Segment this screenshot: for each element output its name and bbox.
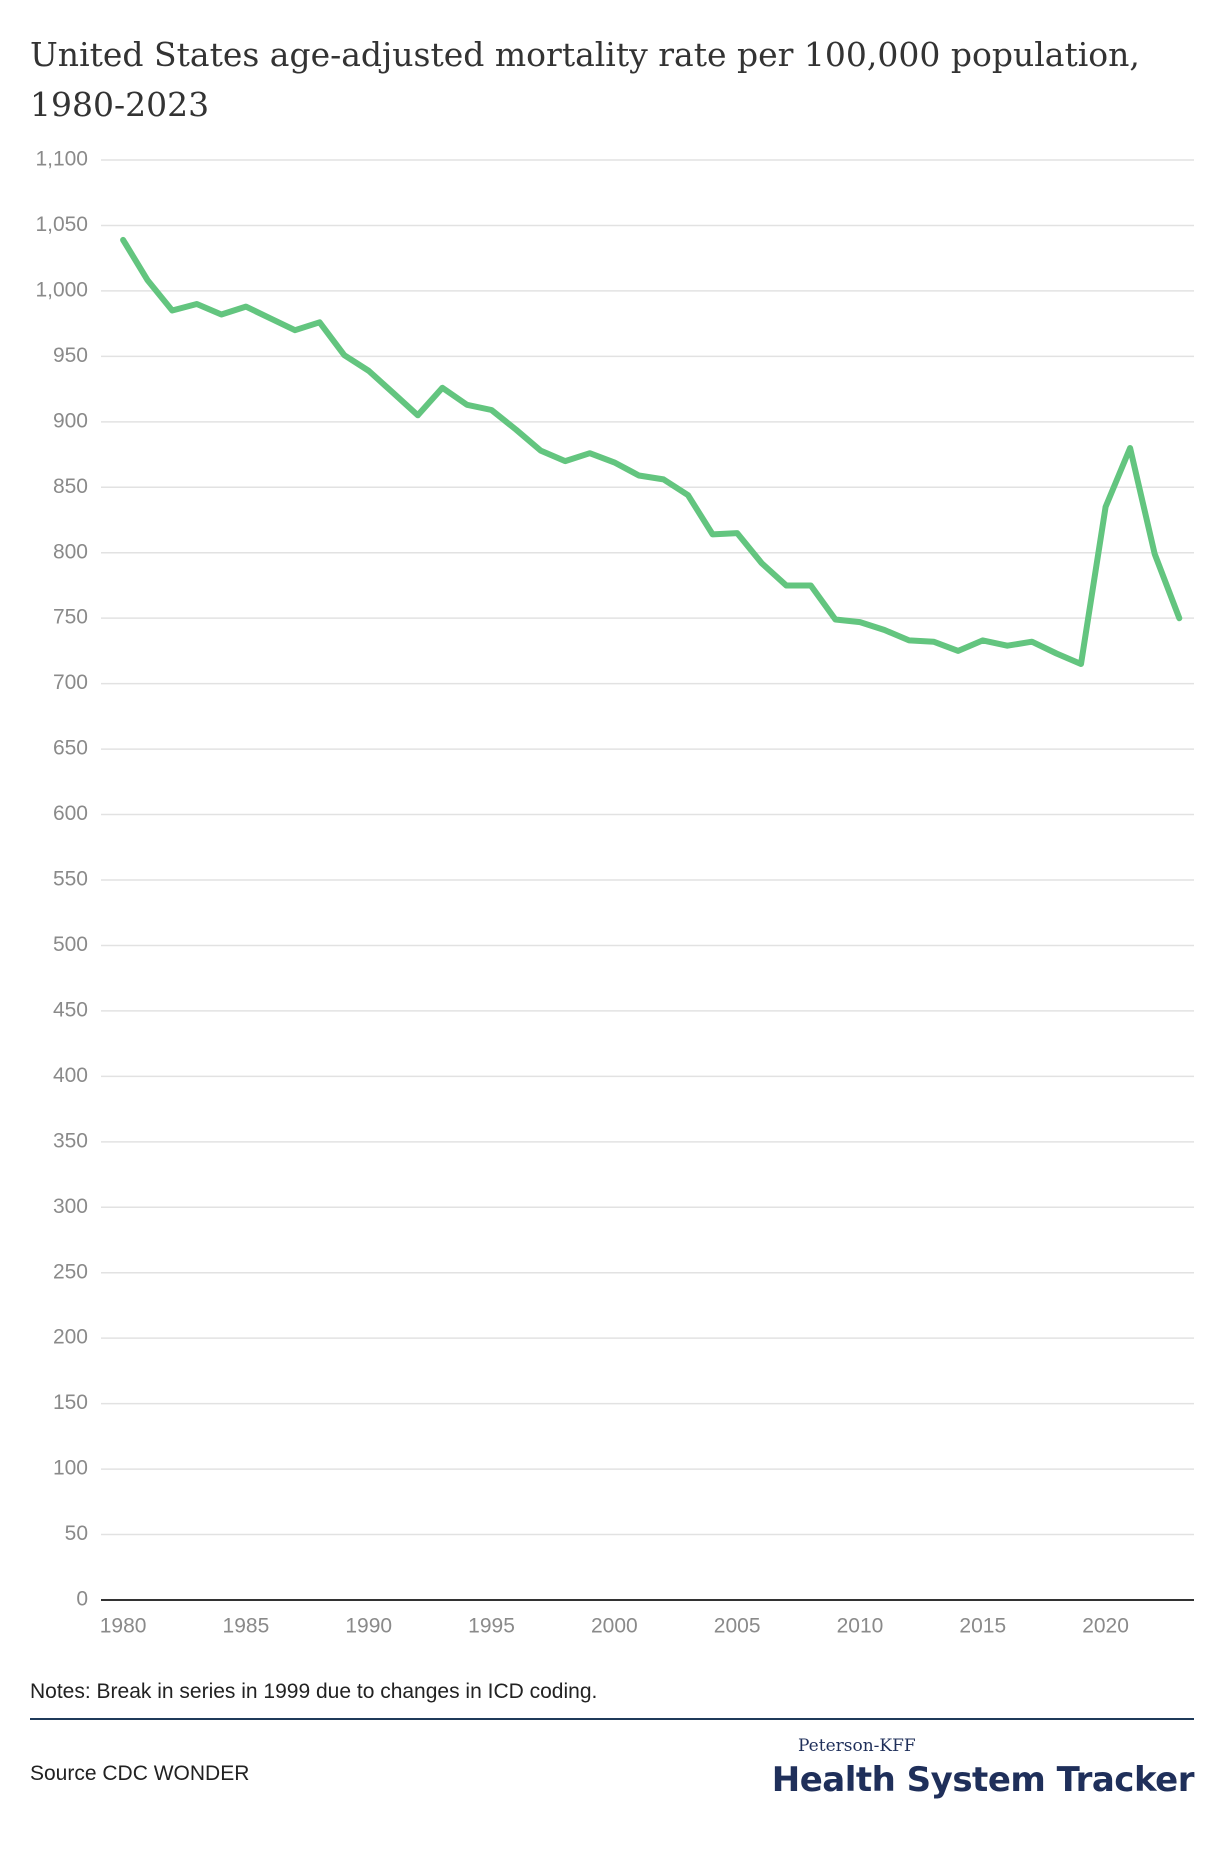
- source: Source CDC WONDER: [30, 1762, 250, 1785]
- y-tick-label: 100: [53, 1457, 88, 1480]
- y-tick-label: 1,050: [35, 213, 88, 236]
- divider: [30, 1718, 1194, 1720]
- chart: 0 50 100 150 200 250 300 350 400 450 500 550 600 650 7…: [35, 148, 1194, 1638]
- y-tick-label: 250: [53, 1260, 88, 1283]
- y-tick-label: 800: [53, 540, 88, 563]
- y-tick-label: 1,000: [35, 278, 88, 301]
- y-tick-label: 500: [53, 933, 88, 956]
- y-tick-label: 300: [53, 1195, 88, 1218]
- notes: Notes: Break in series in 1999 due to ch…: [30, 1680, 598, 1703]
- y-tick-label: 50: [65, 1522, 88, 1545]
- y-tick-label: 0: [76, 1588, 88, 1611]
- logo-top: Peterson-KFF: [798, 1736, 916, 1756]
- x-tick-label: 2020: [1082, 1615, 1129, 1638]
- x-tick-label: 2010: [837, 1615, 884, 1638]
- logo: Health System Tracker: [771, 1760, 1195, 1800]
- y-tick-label: 200: [53, 1326, 88, 1349]
- y-tick-label: 1,100: [35, 148, 88, 171]
- x-tick-label: 2015: [959, 1615, 1006, 1638]
- data-line: [120, 236, 1183, 667]
- y-tick-label: 900: [53, 409, 88, 432]
- y-tick-label: 550: [53, 868, 88, 891]
- y-tick-label: 850: [53, 475, 88, 498]
- y-tick-label: 400: [53, 1064, 88, 1087]
- y-tick-label: 450: [53, 998, 88, 1021]
- x-tick-label: 2005: [714, 1615, 761, 1638]
- y-tick-label: 650: [53, 737, 88, 760]
- y-tick-label: 600: [53, 802, 88, 825]
- y-tick-label: 700: [53, 671, 88, 694]
- y-tick-label: 350: [53, 1129, 88, 1152]
- x-tick-label: 1990: [345, 1615, 392, 1638]
- y-tick-label: 150: [53, 1391, 88, 1414]
- x-tick-label: 1980: [100, 1615, 147, 1638]
- x-tick-label: 1985: [223, 1615, 270, 1638]
- y-tick-label: 750: [53, 606, 88, 629]
- x-tick-label: 1995: [468, 1615, 515, 1638]
- x-tick-label: 2000: [591, 1615, 638, 1638]
- chart-title: United States age-adjusted mortality rat…: [30, 35, 1140, 124]
- y-tick-label: 950: [53, 344, 88, 367]
